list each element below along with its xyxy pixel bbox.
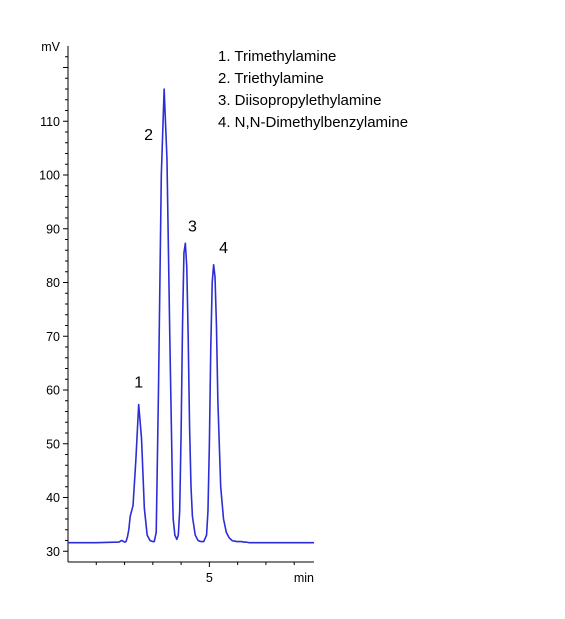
y-tick-label: 80 xyxy=(46,276,60,290)
annotations: 1 2 3 4 xyxy=(134,127,228,391)
y-tick-label: 50 xyxy=(46,437,60,451)
x-axis-unit-label: min xyxy=(294,571,314,585)
y-axis-unit-label: mV xyxy=(41,40,60,54)
peak-label-1: 1 xyxy=(134,374,143,391)
peak-label-4: 4 xyxy=(219,240,228,257)
y-tick-label: 110 xyxy=(40,115,60,129)
legend-entry: 2. Triethylamine xyxy=(218,70,324,87)
y-tick-label: 70 xyxy=(46,330,60,344)
peak-label-2: 2 xyxy=(144,127,153,144)
legend-entry: 1. Trimethylamine xyxy=(218,48,336,65)
legend-entry: 3. Diisopropylethylamine xyxy=(218,92,381,109)
axes: 30 40 50 60 70 80 90 100 110 mV 5 min xyxy=(39,40,314,585)
chromatogram-trace xyxy=(68,88,314,544)
y-tick-label: 100 xyxy=(39,169,60,183)
legend: 1. Trimethylamine 2. Triethylamine 3. Diis… xyxy=(218,48,408,131)
y-tick-label: 30 xyxy=(46,545,60,559)
plot-area xyxy=(68,88,314,544)
y-tick-label: 60 xyxy=(46,384,60,398)
legend-entry: 4. N,N-Dimethylbenzylamine xyxy=(218,114,408,131)
y-tick-label: 40 xyxy=(46,491,60,505)
peak-label-3: 3 xyxy=(188,218,197,235)
x-tick-label: 5 xyxy=(206,571,213,585)
y-tick-label: 90 xyxy=(46,222,60,236)
